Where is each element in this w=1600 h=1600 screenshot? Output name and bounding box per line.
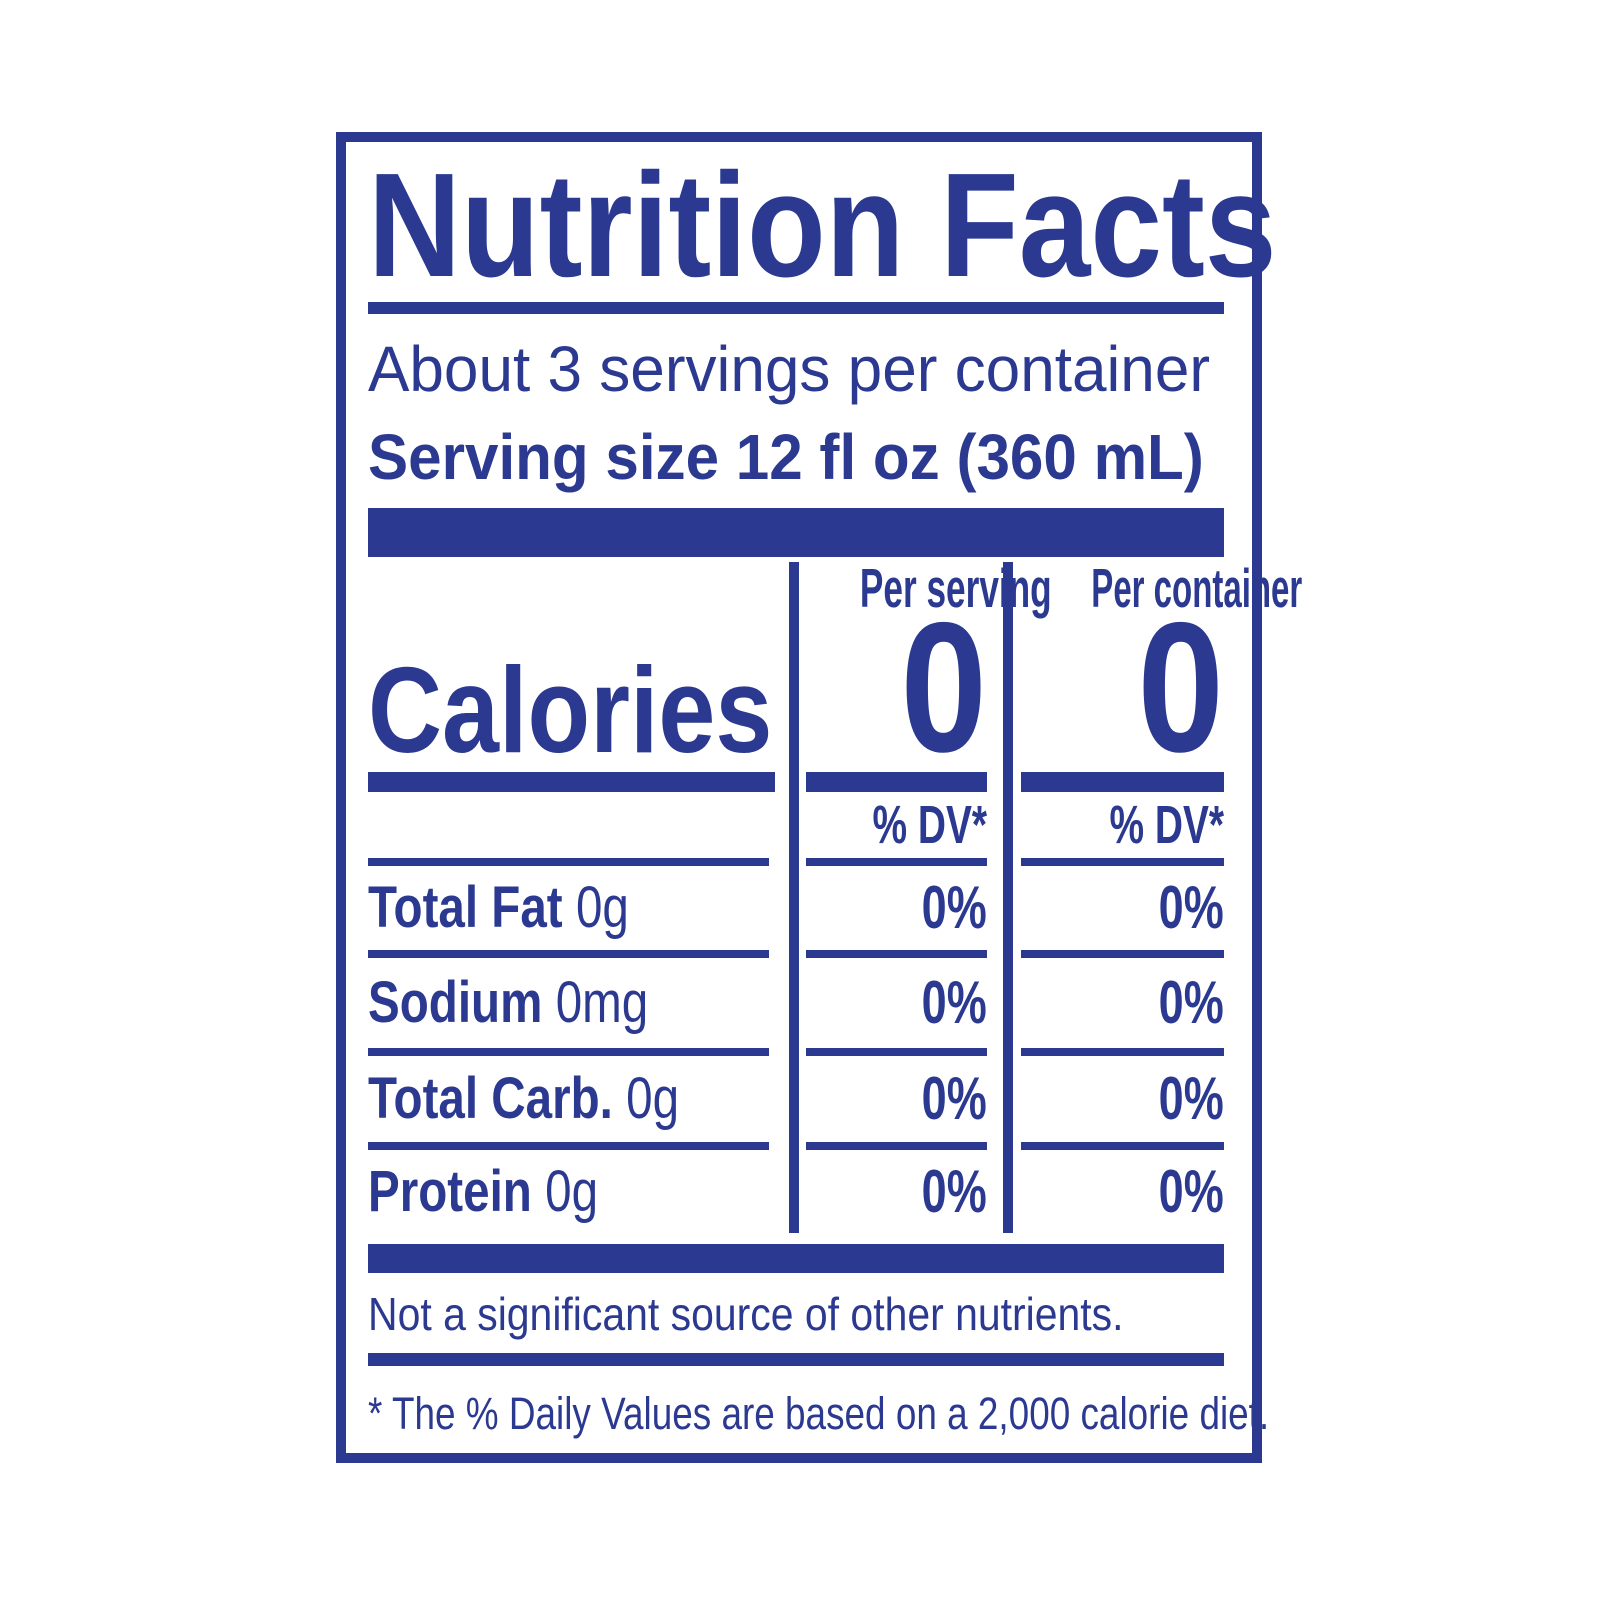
per-container-header: Per container — [1091, 557, 1303, 619]
thick-separator-bar-top — [368, 508, 1224, 557]
calories-per-serving-value: 0 — [900, 585, 987, 791]
other-nutrients-note: Not a significant source of other nutrie… — [368, 1288, 1124, 1340]
empty-header-cell — [368, 562, 789, 614]
protein-dv-serving: 0% — [921, 1158, 987, 1225]
nutrient-row-total-fat: Total Fat 0g — [368, 875, 629, 940]
row-separator — [1003, 950, 1224, 958]
row-separator — [1003, 858, 1224, 866]
servings-per-container-line: About 3 servings per container — [368, 333, 1211, 405]
footnote-separator-bar — [368, 1353, 1224, 1366]
nutrient-row-total-carb: Total Carb. 0g — [368, 1066, 680, 1131]
title-divider-rule — [368, 302, 1224, 314]
calories-per-container-value: 0 — [1137, 585, 1224, 791]
daily-values-footnote: * The % Daily Values are based on a 2,00… — [368, 1388, 1270, 1439]
row-separator — [789, 1142, 1003, 1150]
sodium-dv-serving: 0% — [921, 969, 987, 1036]
total-fat-dv-container: 0% — [1158, 874, 1224, 941]
protein-dv-container: 0% — [1158, 1158, 1224, 1225]
nutrition-facts-panel: Nutrition Facts About 3 servings per con… — [336, 132, 1303, 1463]
dv-header-serving: % DV* — [872, 795, 987, 855]
row-separator — [368, 1142, 789, 1150]
dv-header-container: % DV* — [1109, 795, 1224, 855]
total-carb-dv-serving: 0% — [921, 1065, 987, 1132]
nutrient-row-sodium: Sodium 0mg — [368, 970, 649, 1035]
total-carb-dv-container: 0% — [1158, 1065, 1224, 1132]
column-divider-left — [789, 562, 799, 1233]
row-separator — [789, 858, 1003, 866]
row-separator — [789, 950, 1003, 958]
sodium-dv-container: 0% — [1158, 969, 1224, 1036]
calories-label: Calories — [368, 642, 773, 778]
row-separator — [368, 950, 789, 958]
nutrition-facts-title: Nutrition Facts — [368, 143, 1277, 308]
row-separator — [368, 1048, 789, 1056]
row-separator — [1003, 1142, 1224, 1150]
serving-size-line: Serving size 12 fl oz (360 mL) — [368, 421, 1204, 493]
nutrient-row-protein: Protein 0g — [368, 1159, 599, 1224]
panel-content: Nutrition Facts About 3 servings per con… — [346, 142, 1303, 1439]
thick-separator-bar-bottom — [368, 1244, 1224, 1273]
row-separator — [368, 858, 789, 866]
total-fat-dv-serving: 0% — [921, 874, 987, 941]
column-divider-right — [1003, 562, 1013, 1233]
nutrition-table: Per serving Per container Calories 0 0 %… — [368, 557, 1303, 1233]
row-separator — [789, 1048, 1003, 1056]
calories-underline-serving-segment — [789, 762, 1003, 792]
per-serving-header: Per serving — [859, 557, 1052, 619]
calories-underline-label-segment — [368, 762, 789, 792]
row-separator — [1003, 1048, 1224, 1056]
calories-underline-container-segment — [1003, 762, 1224, 792]
